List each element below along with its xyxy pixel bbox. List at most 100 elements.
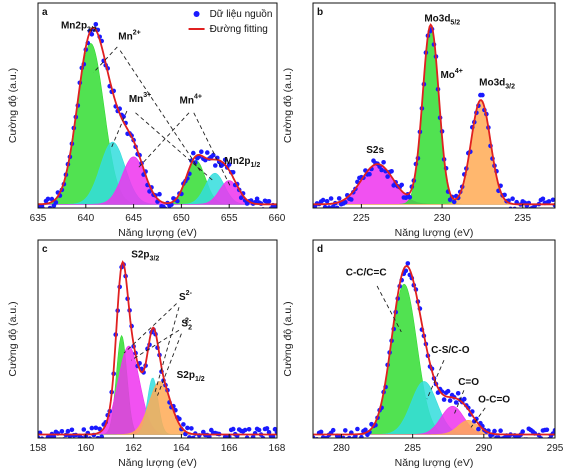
- peak-annotation: C-S/C-O: [431, 345, 470, 356]
- leader-line: [119, 50, 201, 172]
- peak-annotation: S2p3/2: [131, 250, 159, 263]
- data-point: [549, 208, 554, 213]
- data-point: [238, 195, 244, 200]
- plot-area-b: [313, 23, 555, 213]
- data-point: [266, 199, 272, 204]
- peak-annotation: S22-: [181, 318, 192, 332]
- data-point: [313, 435, 316, 438]
- data-point: [447, 398, 453, 403]
- data-point: [45, 196, 51, 202]
- data-point: [326, 205, 332, 208]
- x-tick-label: 280: [333, 443, 350, 454]
- data-point: [97, 426, 102, 432]
- data-point: [250, 437, 252, 438]
- data-point: [95, 435, 101, 438]
- data-point: [347, 435, 352, 438]
- data-point: [498, 428, 503, 434]
- data-point: [322, 204, 328, 208]
- panel-label: b: [317, 7, 323, 18]
- data-point: [363, 427, 368, 433]
- data-point: [546, 199, 552, 204]
- x-tick-label: 295: [547, 443, 564, 454]
- data-point: [334, 437, 336, 438]
- leader-line: [138, 112, 190, 169]
- data-point: [39, 436, 45, 438]
- x-tick-label: 640: [77, 213, 94, 224]
- data-point: [480, 92, 485, 98]
- data-point: [520, 429, 525, 434]
- data-point: [213, 163, 218, 168]
- data-point: [93, 425, 99, 431]
- data-point: [163, 206, 168, 208]
- peak-annotation: S2p1/2: [177, 370, 205, 383]
- panel-b: 225 230 235 Năng lượng (eV) Cường độ (a.u.) b…: [282, 2, 556, 239]
- leader-line: [123, 303, 177, 354]
- peak-annotation: Mn2p1/2: [224, 156, 260, 169]
- y-axis-label: Cường độ (a.u.): [7, 301, 19, 376]
- data-point: [343, 428, 348, 433]
- x-axis-label: Năng lượng (eV): [118, 227, 197, 239]
- data-point: [230, 426, 236, 432]
- data-point: [181, 422, 186, 427]
- data-point: [330, 427, 336, 433]
- data-point: [250, 434, 256, 438]
- panel-label: d: [317, 244, 323, 255]
- data-point: [226, 162, 232, 167]
- x-tick-label: 168: [269, 443, 286, 454]
- data-point: [381, 160, 386, 165]
- data-point: [451, 199, 457, 205]
- panel-label: a: [42, 7, 48, 18]
- x-tick-label: 645: [125, 213, 142, 224]
- x-tick-label: 655: [221, 213, 238, 224]
- data-point: [445, 388, 451, 394]
- peak-annotation: C=O: [458, 377, 479, 388]
- y-axis-label: Cường độ (a.u.): [282, 68, 294, 143]
- data-point: [38, 435, 41, 438]
- data-point: [256, 427, 262, 433]
- fitting-curve-c: [38, 260, 277, 436]
- data-point: [512, 206, 517, 208]
- data-point: [349, 197, 354, 202]
- leader-line: [93, 46, 118, 73]
- data-point: [43, 437, 45, 438]
- data-point: [187, 435, 192, 438]
- data-point: [379, 167, 384, 173]
- data-point: [79, 435, 85, 438]
- peak-annotation: O-C=O: [478, 395, 510, 406]
- leader-line: [453, 390, 465, 416]
- panel-c: 158 160 162 164 166 168 Năng lượng (eV) Cường đ…: [7, 239, 286, 469]
- data-point: [496, 435, 501, 438]
- peak-annotation: C-C/C=C: [346, 267, 387, 278]
- data-point: [399, 182, 405, 188]
- data-point: [389, 169, 394, 174]
- data-point: [59, 429, 65, 434]
- peak-annotation: Mo3d5/2: [424, 13, 460, 26]
- data-point: [385, 174, 390, 179]
- fitting-curve-a: [38, 26, 277, 206]
- peak-annotation: S2s: [366, 145, 384, 156]
- peak-annotation: Mn3+: [129, 92, 151, 105]
- data-point: [550, 197, 555, 203]
- peak-annotation: Mo3d3/2: [479, 77, 515, 90]
- data-point: [89, 32, 95, 37]
- data-point: [189, 426, 194, 431]
- plot-frame-c: [37, 239, 278, 439]
- data-point: [147, 189, 152, 194]
- data-point: [552, 428, 555, 433]
- data-point: [318, 429, 324, 435]
- data-point: [462, 396, 467, 402]
- data-point: [355, 426, 360, 432]
- fitting-curve-d: [313, 265, 555, 436]
- data-point: [81, 427, 87, 432]
- x-tick-label: 285: [404, 443, 421, 454]
- data-point: [510, 196, 515, 201]
- data-point: [492, 428, 497, 434]
- data-point: [407, 195, 413, 200]
- x-tick-label: 290: [475, 443, 492, 454]
- data-point: [47, 205, 53, 208]
- data-point: [320, 197, 326, 203]
- data-point: [341, 435, 346, 438]
- legend: Dữ liệu nguồn Đường fitting: [188, 8, 272, 35]
- data-point: [65, 428, 71, 434]
- y-axis-label: Cường độ (a.u.): [7, 68, 19, 143]
